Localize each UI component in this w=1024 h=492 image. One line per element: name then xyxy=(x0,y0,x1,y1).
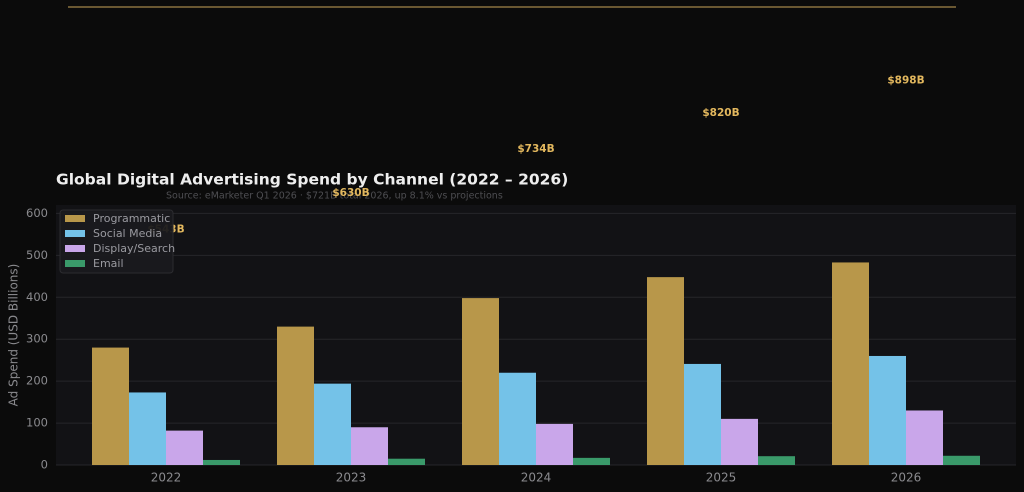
legend-label: Email xyxy=(93,257,124,270)
x-tick-label: 2025 xyxy=(706,471,737,485)
y-tick-label: 500 xyxy=(26,248,48,262)
y-axis-label: Ad Spend (USD Billions) xyxy=(7,264,21,407)
bar xyxy=(832,262,869,465)
bars: 2022 2023 2024 2025 2026 xyxy=(92,262,980,485)
y-tick-label: 300 xyxy=(26,332,48,346)
legend-label: Programmatic xyxy=(93,212,170,225)
bar xyxy=(129,392,166,465)
bar xyxy=(647,277,684,465)
x-tick-label: 2026 xyxy=(891,471,922,485)
bar xyxy=(351,427,388,465)
x-tick-label: 2022 xyxy=(151,471,182,485)
bar xyxy=(499,372,536,465)
total-labels: $543B$630B$734B$820B$898B xyxy=(147,74,924,235)
y-tick-label: 0 xyxy=(41,458,48,472)
x-tick-label: 2024 xyxy=(521,471,552,485)
bar xyxy=(388,458,425,465)
bar xyxy=(943,455,980,465)
y-tick-label: 100 xyxy=(26,416,48,430)
legend-swatch xyxy=(65,260,85,267)
legend-box xyxy=(59,209,174,274)
bar xyxy=(314,383,351,465)
bar xyxy=(166,430,203,465)
legend-label: Social Media xyxy=(93,227,162,240)
total-label: $734B xyxy=(517,143,554,155)
bar xyxy=(906,410,943,465)
y-tick-label: 400 xyxy=(26,290,48,304)
bar xyxy=(462,298,499,465)
legend-swatch xyxy=(65,245,85,252)
legend-swatch xyxy=(65,230,85,237)
bar xyxy=(721,418,758,465)
bar xyxy=(203,459,240,465)
bar xyxy=(758,456,795,465)
total-label: $898B xyxy=(887,74,924,86)
total-label: $630B xyxy=(332,187,369,199)
y-tick-label: 200 xyxy=(26,374,48,388)
bar xyxy=(92,347,129,465)
bar xyxy=(573,457,610,465)
bar xyxy=(684,363,721,465)
legend-swatch xyxy=(65,215,85,222)
legend: Programmatic Social Media Display/Search Em… xyxy=(59,209,175,274)
legend-label: Display/Search xyxy=(93,242,175,255)
x-tick-label: 2023 xyxy=(336,471,367,485)
total-label: $820B xyxy=(702,107,739,119)
bar xyxy=(277,326,314,465)
y-tick-label: 600 xyxy=(26,206,48,220)
chart-subtitle: Source: eMarketer Q1 2026 · $721B total … xyxy=(166,191,503,202)
bar xyxy=(869,355,906,465)
chart-title: Global Digital Advertising Spend by Chan… xyxy=(56,171,568,189)
bar xyxy=(536,423,573,465)
